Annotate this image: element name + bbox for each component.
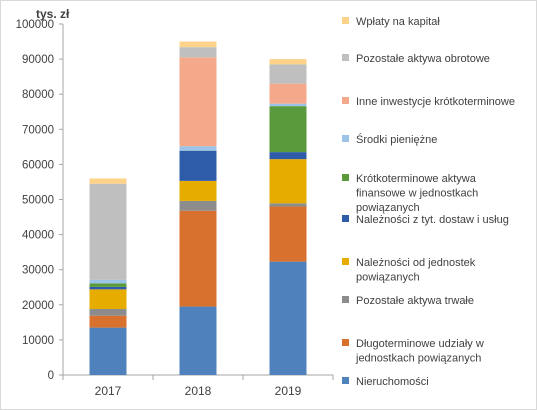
- unit-label: tys. zł: [36, 7, 70, 21]
- legend-entry: Nieruchomości: [356, 376, 429, 388]
- legend-entry: Wpłaty na kapitał: [356, 16, 440, 28]
- y-tick-label: 20000: [22, 300, 54, 312]
- bar-segment: [179, 41, 217, 48]
- bar-segment: [179, 57, 217, 147]
- bar-segment: [179, 150, 217, 181]
- bar-segment: [179, 200, 217, 211]
- bar-segment: [89, 283, 127, 287]
- y-tick-label: 70000: [22, 124, 54, 136]
- bar-segment: [89, 279, 127, 284]
- bar-segment: [89, 315, 127, 328]
- bar-segment: [179, 180, 217, 201]
- bar-segment: [269, 103, 307, 107]
- x-tick-label: 2017: [95, 384, 122, 398]
- bar-segment: [89, 309, 127, 316]
- bar-segment: [89, 286, 127, 290]
- legend-swatch: [342, 97, 349, 104]
- legend-entry: Krótkoterminowe aktywa finansowe w jednos…: [356, 173, 478, 214]
- bar-segment: [89, 289, 127, 310]
- y-tick-label: 40000: [22, 230, 54, 242]
- bar-segment: [179, 306, 217, 375]
- legend-entry: Środki pieniężne: [356, 133, 437, 146]
- bar-segment: [269, 64, 307, 84]
- y-tick-label: 10000: [22, 335, 54, 347]
- y-tick-label: 0: [48, 370, 54, 382]
- y-tick-label: 30000: [22, 265, 54, 277]
- legend-swatch: [342, 215, 349, 222]
- y-axis: 0 10000 20000 30000 40000 50000 60000 70000 8000…: [16, 19, 64, 382]
- legend-swatch: [342, 296, 349, 303]
- legend-swatch: [342, 377, 349, 384]
- legend: Wpłaty na kapitał Pozostałe aktywa obroto…: [342, 16, 515, 388]
- y-tick-label: 100000: [16, 19, 54, 31]
- bar-segment: [89, 183, 127, 280]
- legend-entry: Długoterminowe udziały w jednostkach powi…: [355, 338, 484, 365]
- legend-swatch: [342, 54, 349, 61]
- bar-segment: [269, 159, 307, 204]
- bar-segment: [269, 83, 307, 104]
- bar-segment: [179, 146, 217, 151]
- bar-segment: [179, 47, 217, 58]
- legend-swatch: [342, 339, 349, 346]
- bar-segment: [269, 106, 307, 153]
- legend-swatch: [342, 174, 349, 181]
- bars: [89, 41, 307, 375]
- y-tick-label: 80000: [22, 89, 54, 101]
- x-tick-label: 2018: [185, 384, 212, 398]
- bar-segment: [89, 178, 127, 184]
- legend-swatch: [342, 258, 349, 265]
- bar-segment: [269, 152, 307, 160]
- y-tick-label: 50000: [22, 195, 54, 207]
- y-tick-label: 90000: [22, 54, 54, 66]
- bar-segment: [269, 203, 307, 207]
- y-tick-label: 60000: [22, 159, 54, 171]
- bar-segment: [89, 327, 127, 375]
- legend-entry: Pozostałe aktywa obrotowe: [356, 53, 490, 65]
- legend-entry: Pozostałe aktywa trwałe: [356, 295, 474, 307]
- bar-segment: [269, 261, 307, 375]
- bar-segment: [269, 206, 307, 262]
- legend-entry: Inne inwestycje krótkoterminowe: [356, 96, 515, 108]
- legend-swatch: [342, 135, 349, 142]
- bar-segment: [269, 59, 307, 65]
- x-tick-label: 2019: [275, 384, 302, 398]
- legend-entry: Należności od jednostek powiązanych: [356, 257, 476, 284]
- legend-swatch: [342, 17, 349, 24]
- legend-entry: Należności z tyt. dostaw i usług: [356, 214, 509, 226]
- bar-segment: [179, 210, 217, 307]
- x-axis: 2017 2018 2019: [62, 374, 334, 398]
